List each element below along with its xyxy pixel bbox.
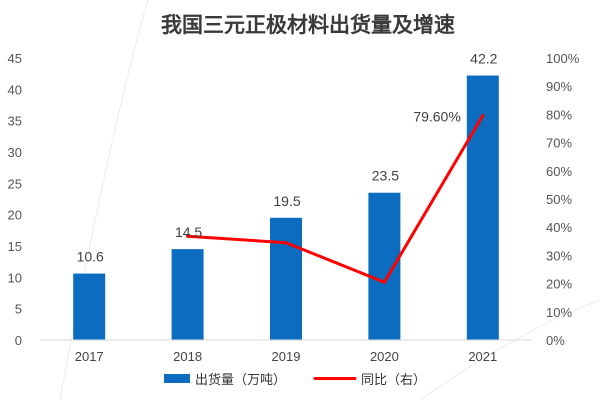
legend-label-line: 同比（右）	[361, 373, 426, 388]
left-axis-tick-label: 25	[8, 176, 22, 191]
left-axis-tick-label: 45	[8, 51, 22, 66]
line-point	[481, 114, 485, 118]
line-value-label: 79.60%	[413, 109, 460, 125]
left-axis-tick-label: 40	[8, 82, 22, 97]
right-axis-tick-label: 30%	[546, 248, 572, 263]
data-labels: 10.6 14.5 19.5 23.5 42.2 79.60%	[77, 51, 498, 265]
x-axis-tick-label: 2021	[468, 349, 497, 364]
bar-value-label: 42.2	[470, 51, 497, 67]
line-point	[284, 241, 288, 245]
right-axis-tick-label: 50%	[546, 192, 572, 207]
right-axis-tick-label: 40%	[546, 220, 572, 235]
left-axis-tick-label: 5	[15, 302, 22, 317]
left-axis-tick-label: 35	[8, 114, 22, 129]
right-axis-tick-label: 60%	[546, 164, 572, 179]
x-axis: 2017 2018 2019 2020 2021	[75, 349, 498, 364]
x-axis-tick-label: 2018	[173, 349, 202, 364]
legend-swatch-bar	[164, 374, 190, 383]
bar	[171, 249, 204, 340]
bar-value-label: 10.6	[77, 249, 104, 265]
right-axis-tick-label: 0%	[546, 333, 565, 348]
legend: 出货量（万吨） 同比（右）	[164, 372, 426, 388]
right-axis-tick-label: 100%	[546, 51, 580, 66]
right-axis-tick-label: 90%	[546, 79, 572, 94]
bar	[368, 192, 401, 340]
chart-title: 我国三元正极材料出货量及增速	[161, 13, 455, 37]
bar	[270, 217, 302, 340]
left-axis-tick-label: 0	[15, 333, 22, 348]
bar-value-label: 19.5	[273, 193, 300, 209]
line-point	[186, 234, 190, 238]
bar	[73, 273, 106, 340]
right-axis-tick-label: 10%	[546, 305, 572, 320]
left-axis: 0 5 10 15 20 25 30 35 40 45	[8, 51, 22, 348]
right-axis: 0% 10% 20% 30% 40% 50% 60% 70% 80% 90% 100%	[546, 51, 580, 348]
legend-label-bar: 出货量（万吨）	[195, 372, 286, 388]
line-series	[186, 114, 485, 284]
line-point	[382, 280, 386, 284]
right-axis-tick-label: 70%	[546, 136, 572, 151]
bar-value-label: 23.5	[372, 168, 399, 184]
right-axis-tick-label: 20%	[546, 277, 572, 292]
x-axis-tick-label: 2017	[75, 349, 104, 364]
right-axis-tick-label: 80%	[546, 107, 572, 122]
bar	[466, 75, 499, 341]
background-arc	[419, 299, 600, 400]
left-axis-tick-label: 15	[8, 239, 22, 254]
series-line	[186, 114, 485, 284]
x-axis-tick-label: 2019	[272, 349, 301, 364]
x-axis-tick-label: 2020	[370, 349, 399, 364]
left-axis-tick-label: 30	[8, 145, 22, 160]
left-axis-tick-label: 10	[8, 270, 22, 285]
bar-value-label: 14.5	[175, 224, 202, 240]
left-axis-tick-label: 20	[8, 208, 22, 223]
